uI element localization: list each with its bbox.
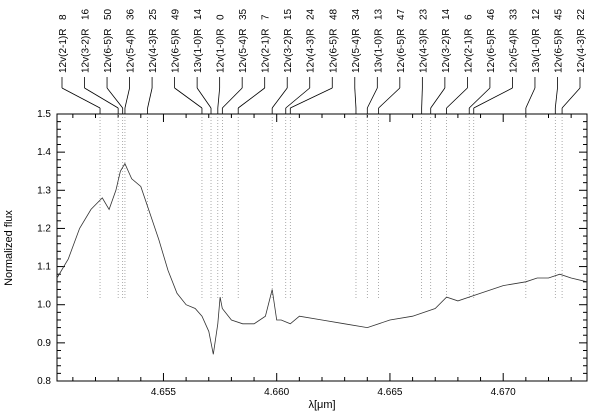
line-id-label: 12v(4-3)R [148,29,159,73]
label-leader [174,87,203,109]
label-leader [147,87,153,109]
label-leader [106,87,123,109]
line-id-label: 12v(5-4)R [238,29,249,73]
line-id-number: 47 [396,8,407,20]
label-leader [124,87,130,109]
y-tick-label: 0.9 [37,338,51,349]
label-leader [473,87,513,109]
x-tick-label: 4.655 [151,387,176,398]
line-id-number: 6 [463,14,474,20]
label-leader [237,87,265,109]
y-tick-label: 1.5 [37,109,51,120]
label-leader [217,87,221,109]
line-id-label: 12v(5-4)R [126,29,137,73]
y-axis-title: Normalized flux [3,210,15,286]
label-leader [446,87,468,109]
line-id-label: 13v(1-0)R [193,29,204,73]
line-id-number: 23 [418,8,429,20]
label-leader [561,87,581,109]
line-id-number: 35 [238,8,249,20]
label-leader [430,87,446,109]
line-id-number: 34 [351,8,362,20]
line-id-label: 12v(2-1)R [261,29,272,73]
plot-frame [56,113,588,382]
line-id-labels: 12v(2-1)R 8 12v(3-2)R 16 12v(6-5)R 50 12v(5-4)… [58,8,587,73]
line-id-label: 12v(6-5)R [171,29,182,73]
line-id-guides [61,77,581,300]
line-id-label: 12v(2-1)R [58,29,69,73]
line-id-number: 14 [441,8,452,20]
label-leader [354,87,357,109]
x-axis-title: λ[μm] [308,399,335,411]
line-id-number: 48 [328,8,339,20]
line-id-number: 7 [261,14,272,20]
line-id-number: 46 [486,8,497,20]
label-leader [290,87,333,109]
line-id-number: 25 [148,8,159,20]
x-tick-label: 4.660 [264,387,289,398]
label-leader [271,87,288,109]
line-id-label: 12v(5-4)R [508,29,519,73]
label-leader [285,87,310,109]
line-id-label: 12v(5-4)R [351,29,362,73]
line-id-label: 12v(3-2)R [441,29,452,73]
line-id-label: 12v(6-5)R [486,29,497,73]
line-id-label: 12v(4-3)R [418,29,429,73]
line-id-label: 12v(6-5)R [103,29,114,73]
x-axis-ticks: 4.655 4.660 4.665 4.670 [72,114,572,398]
line-id-label: 12v(2-1)R [463,29,474,73]
line-id-number: 24 [306,8,317,20]
line-id-number: 49 [171,8,182,20]
label-leader [525,87,536,109]
line-id-number: 45 [553,8,564,20]
label-leader [196,87,212,109]
line-id-number: 0 [216,14,227,20]
line-id-label: 13v(1-0)R [531,29,542,73]
line-id-number: 13 [373,8,384,20]
line-id-number: 8 [58,14,69,20]
label-leader [366,87,378,109]
label-leader [61,87,101,109]
line-id-label: 13v(1-0)R [373,29,384,73]
y-tick-label: 1.1 [37,262,51,273]
line-id-label: 12v(6-5)R [553,29,564,73]
spectrum-line [56,162,588,355]
line-id-label: 12v(4-3)R [306,29,317,73]
label-leader [222,87,243,109]
line-id-label: 12v(1-0)R [216,29,227,73]
y-tick-label: 1.2 [37,223,51,234]
y-tick-label: 1.3 [37,185,51,196]
line-id-number: 33 [508,8,519,20]
line-id-number: 16 [81,8,92,20]
label-leader [378,87,401,109]
label-leader [468,87,491,109]
line-id-number: 15 [283,8,294,20]
x-tick-label: 4.670 [491,387,516,398]
line-id-label: 12v(3-2)R [81,29,92,73]
line-id-number: 12 [531,8,542,20]
line-id-label: 12v(6-5)R [396,29,407,73]
line-id-number: 14 [193,8,204,20]
y-tick-label: 1.0 [37,300,51,311]
y-tick-label: 0.8 [37,376,51,387]
x-tick-label: 4.665 [377,387,402,398]
line-id-number: 36 [126,8,137,20]
line-id-label: 12v(3-2)R [283,29,294,73]
y-tick-label: 1.4 [37,147,51,158]
label-leader [554,87,558,109]
line-id-label: 12v(6-5)R [328,29,339,73]
line-id-number: 50 [103,8,114,20]
y-axis-ticks: 0.8 0.9 1.0 1.1 1.2 1.3 1.4 1.5 [37,109,587,387]
line-id-number: 22 [576,8,587,20]
label-leader [421,87,423,109]
line-id-label: 12v(4-3)R [576,29,587,73]
label-leader [84,87,119,109]
